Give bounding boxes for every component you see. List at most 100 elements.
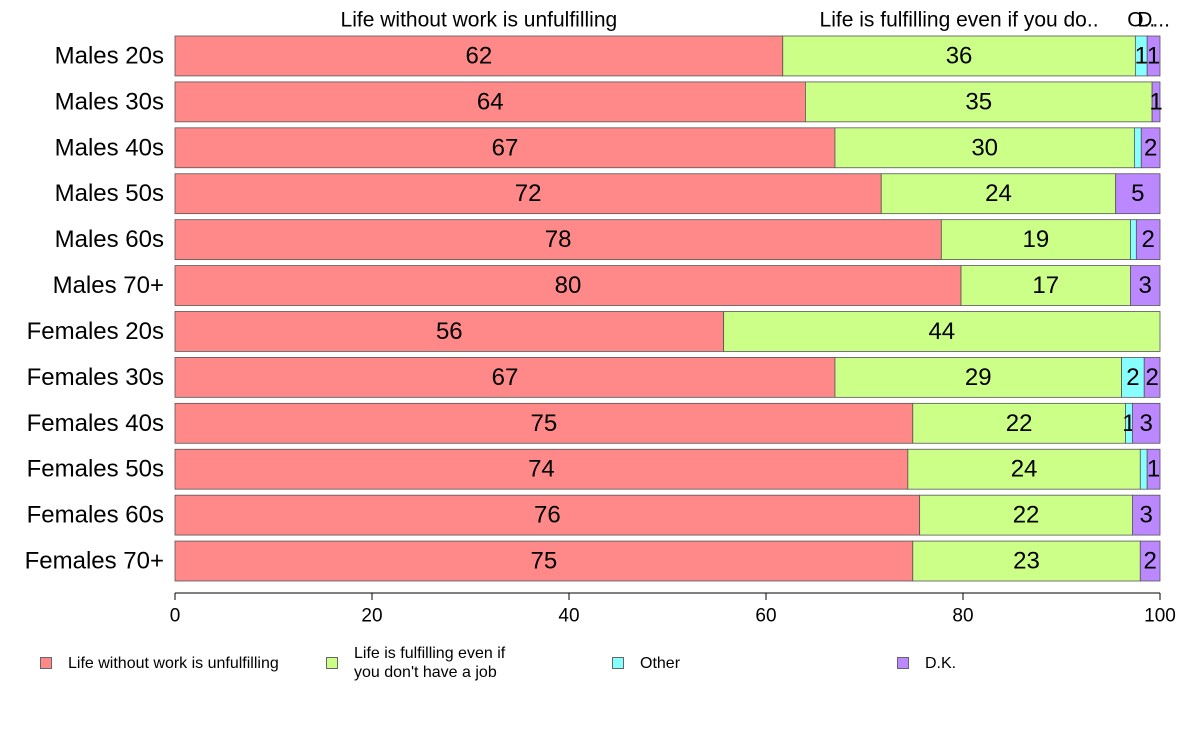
category-label: Females 40s	[27, 410, 164, 437]
data-label: 2	[1126, 364, 1139, 391]
series-top-label: Life is fulfilling even if you do..	[820, 9, 1099, 32]
bar-life-is-fulfilling-even-if-you-don-t-have-a-job	[940, 219, 1131, 260]
legend-swatch	[326, 657, 338, 669]
data-label: 44	[928, 318, 955, 345]
data-label: 2	[1143, 548, 1156, 575]
data-label: 19	[1023, 226, 1050, 253]
data-label: 2	[1144, 134, 1157, 161]
bar-life-without-work-is-unfulfilling	[174, 311, 725, 352]
bar-life-is-fulfilling-even-if-you-don-t-have-a-job	[723, 311, 1161, 352]
bar-life-is-fulfilling-even-if-you-don-t-have-a-job	[834, 357, 1122, 398]
legend-label: Life without work is unfulfilling	[68, 654, 279, 672]
category-label: Males 40s	[55, 134, 164, 161]
series-top-labels: Life without work is unfulfilling Life is…	[341, 9, 1170, 32]
bar-life-is-fulfilling-even-if-you-don-t-have-a-job	[919, 494, 1133, 536]
legend-item-fulfilling: Life is fulfilling even if you don't hav…	[326, 640, 505, 686]
data-label: 1	[1147, 456, 1160, 483]
category-label: Males 20s	[55, 42, 164, 69]
category-label: Females 30s	[27, 364, 164, 391]
data-label: 24	[985, 180, 1012, 207]
bar-life-is-fulfilling-even-if-you-don-t-have-a-job	[834, 127, 1135, 169]
bar-life-is-fulfilling-even-if-you-don-t-have-a-job	[960, 265, 1131, 306]
bar-d-k	[1130, 265, 1161, 306]
category-label: Females 60s	[27, 502, 164, 529]
data-label: 1	[1147, 42, 1160, 69]
legend-item-other: Other	[612, 640, 680, 686]
data-label: 67	[492, 134, 519, 161]
data-label: 80	[555, 272, 582, 299]
data-label: 3	[1140, 410, 1153, 437]
data-label: 35	[965, 88, 992, 115]
data-label: 24	[1011, 456, 1038, 483]
data-label: 56	[436, 318, 463, 345]
category-label: Females 20s	[27, 318, 164, 345]
series-top-label: D...	[1137, 9, 1170, 32]
data-label: 36	[946, 42, 973, 69]
series-top-label: O..	[1127, 9, 1155, 32]
data-label: 72	[515, 180, 542, 207]
bar-d-k	[1143, 357, 1161, 398]
data-label: 64	[477, 88, 504, 115]
data-label: 1	[1149, 88, 1162, 115]
data-label: 75	[531, 410, 558, 437]
data-label: 2	[1145, 364, 1158, 391]
data-label: 75	[531, 548, 558, 575]
data-label: 5	[1131, 180, 1144, 207]
x-tick-label: 0	[170, 606, 181, 627]
bar-d-k	[1139, 540, 1161, 582]
data-label: 78	[545, 226, 572, 253]
x-tick-label: 80	[952, 606, 973, 627]
series-top-label: Life without work is unfulfilling	[341, 9, 618, 32]
x-tick-label: 40	[558, 606, 579, 627]
bar-life-without-work-is-unfulfilling	[174, 173, 882, 215]
data-label: 3	[1139, 272, 1152, 299]
x-tick-label: 60	[755, 606, 776, 627]
data-label: 3	[1140, 502, 1153, 529]
category-label: Males 70+	[53, 272, 164, 299]
category-label: Males 60s	[55, 226, 164, 253]
x-tick-label: 20	[361, 606, 382, 627]
bar-d-k	[1146, 448, 1161, 490]
bar-other	[1130, 219, 1137, 260]
category-label: Males 50s	[55, 180, 164, 207]
data-label: 2	[1142, 226, 1155, 253]
data-label: 1	[1135, 42, 1148, 69]
data-label: 30	[971, 134, 998, 161]
data-label: 23	[1013, 548, 1040, 575]
legend-item-unfulfilling: Life without work is unfulfilling	[40, 640, 279, 686]
data-label: 74	[528, 456, 555, 483]
bar-d-k	[1135, 219, 1161, 260]
bar-d-k	[1115, 173, 1161, 215]
bar-life-is-fulfilling-even-if-you-don-t-have-a-job	[782, 35, 1136, 77]
bar-life-without-work-is-unfulfilling	[174, 540, 914, 582]
legend-swatch	[897, 657, 909, 669]
bar-d-k	[1140, 127, 1161, 169]
bar-d-k	[1151, 81, 1161, 123]
bar-life-is-fulfilling-even-if-you-don-t-have-a-job	[912, 402, 1126, 444]
bar-life-without-work-is-unfulfilling	[174, 81, 806, 123]
bar-life-without-work-is-unfulfilling	[174, 494, 921, 536]
bar-life-without-work-is-unfulfilling	[174, 219, 942, 260]
legend-swatch	[40, 657, 52, 669]
category-label: Males 30s	[55, 88, 164, 115]
data-label: 22	[1006, 410, 1033, 437]
category-label: Females 70+	[25, 548, 164, 575]
bar-d-k	[1132, 402, 1161, 444]
x-tick-label: 100	[1144, 606, 1176, 627]
legend-item-dk: D.K.	[897, 640, 956, 686]
data-label: 76	[534, 502, 561, 529]
bar-other	[1133, 127, 1142, 169]
data-label: 67	[492, 364, 519, 391]
bar-life-is-fulfilling-even-if-you-don-t-have-a-job	[907, 448, 1141, 490]
x-axis: 0 20 40 60 80 100	[170, 592, 1176, 627]
data-label: 29	[965, 364, 992, 391]
data-label: 17	[1032, 272, 1059, 299]
bar-life-is-fulfilling-even-if-you-don-t-have-a-job	[912, 540, 1141, 582]
legend-label: D.K.	[925, 654, 957, 672]
bar-life-without-work-is-unfulfilling	[174, 357, 836, 398]
data-label: 22	[1013, 502, 1040, 529]
legend-label: Other	[640, 654, 681, 672]
bar-life-without-work-is-unfulfilling	[174, 265, 962, 306]
